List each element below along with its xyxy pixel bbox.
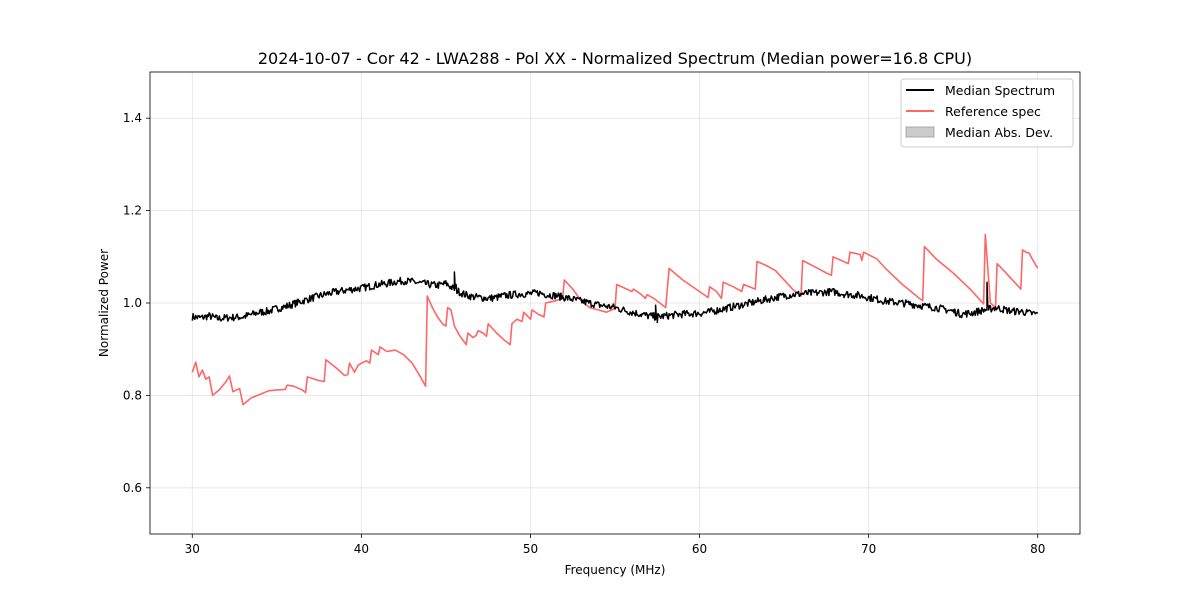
legend-label-median-abs-dev: Median Abs. Dev. — [945, 125, 1053, 140]
chart-title: 2024-10-07 - Cor 42 - LWA288 - Pol XX - … — [258, 49, 972, 68]
legend-label-median-spectrum: Median Spectrum — [945, 83, 1055, 98]
series-line-reference-spec — [191, 233, 1039, 406]
y-tick-label: 0.8 — [123, 388, 142, 402]
y-tick-label: 1.0 — [123, 296, 142, 310]
series-layer — [191, 233, 1039, 406]
x-tick-label: 50 — [523, 542, 538, 556]
y-tick-label: 0.6 — [123, 481, 142, 495]
x-tick-label: 30 — [185, 542, 200, 556]
y-axis-label: Normalized Power — [97, 249, 111, 357]
x-tick-label: 60 — [692, 542, 707, 556]
y-tick-label: 1.4 — [123, 111, 142, 125]
x-tick-label: 40 — [354, 542, 369, 556]
legend-label-reference-spec: Reference spec — [945, 104, 1041, 119]
axes: 30 40 50 60 70 80 0.6 0.8 1.0 1.2 1.4 — [123, 111, 1045, 556]
y-tick-label: 1.2 — [123, 204, 142, 218]
x-tick-label: 70 — [861, 542, 876, 556]
series-line-median-spectrum — [191, 271, 1039, 324]
x-tick-label: 80 — [1030, 542, 1045, 556]
x-axis-label: Frequency (MHz) — [565, 563, 666, 577]
legend: Median Spectrum Reference spec Median Ab… — [900, 78, 1074, 148]
legend-box — [900, 78, 1074, 148]
legend-swatch-median-abs-dev — [905, 126, 935, 138]
